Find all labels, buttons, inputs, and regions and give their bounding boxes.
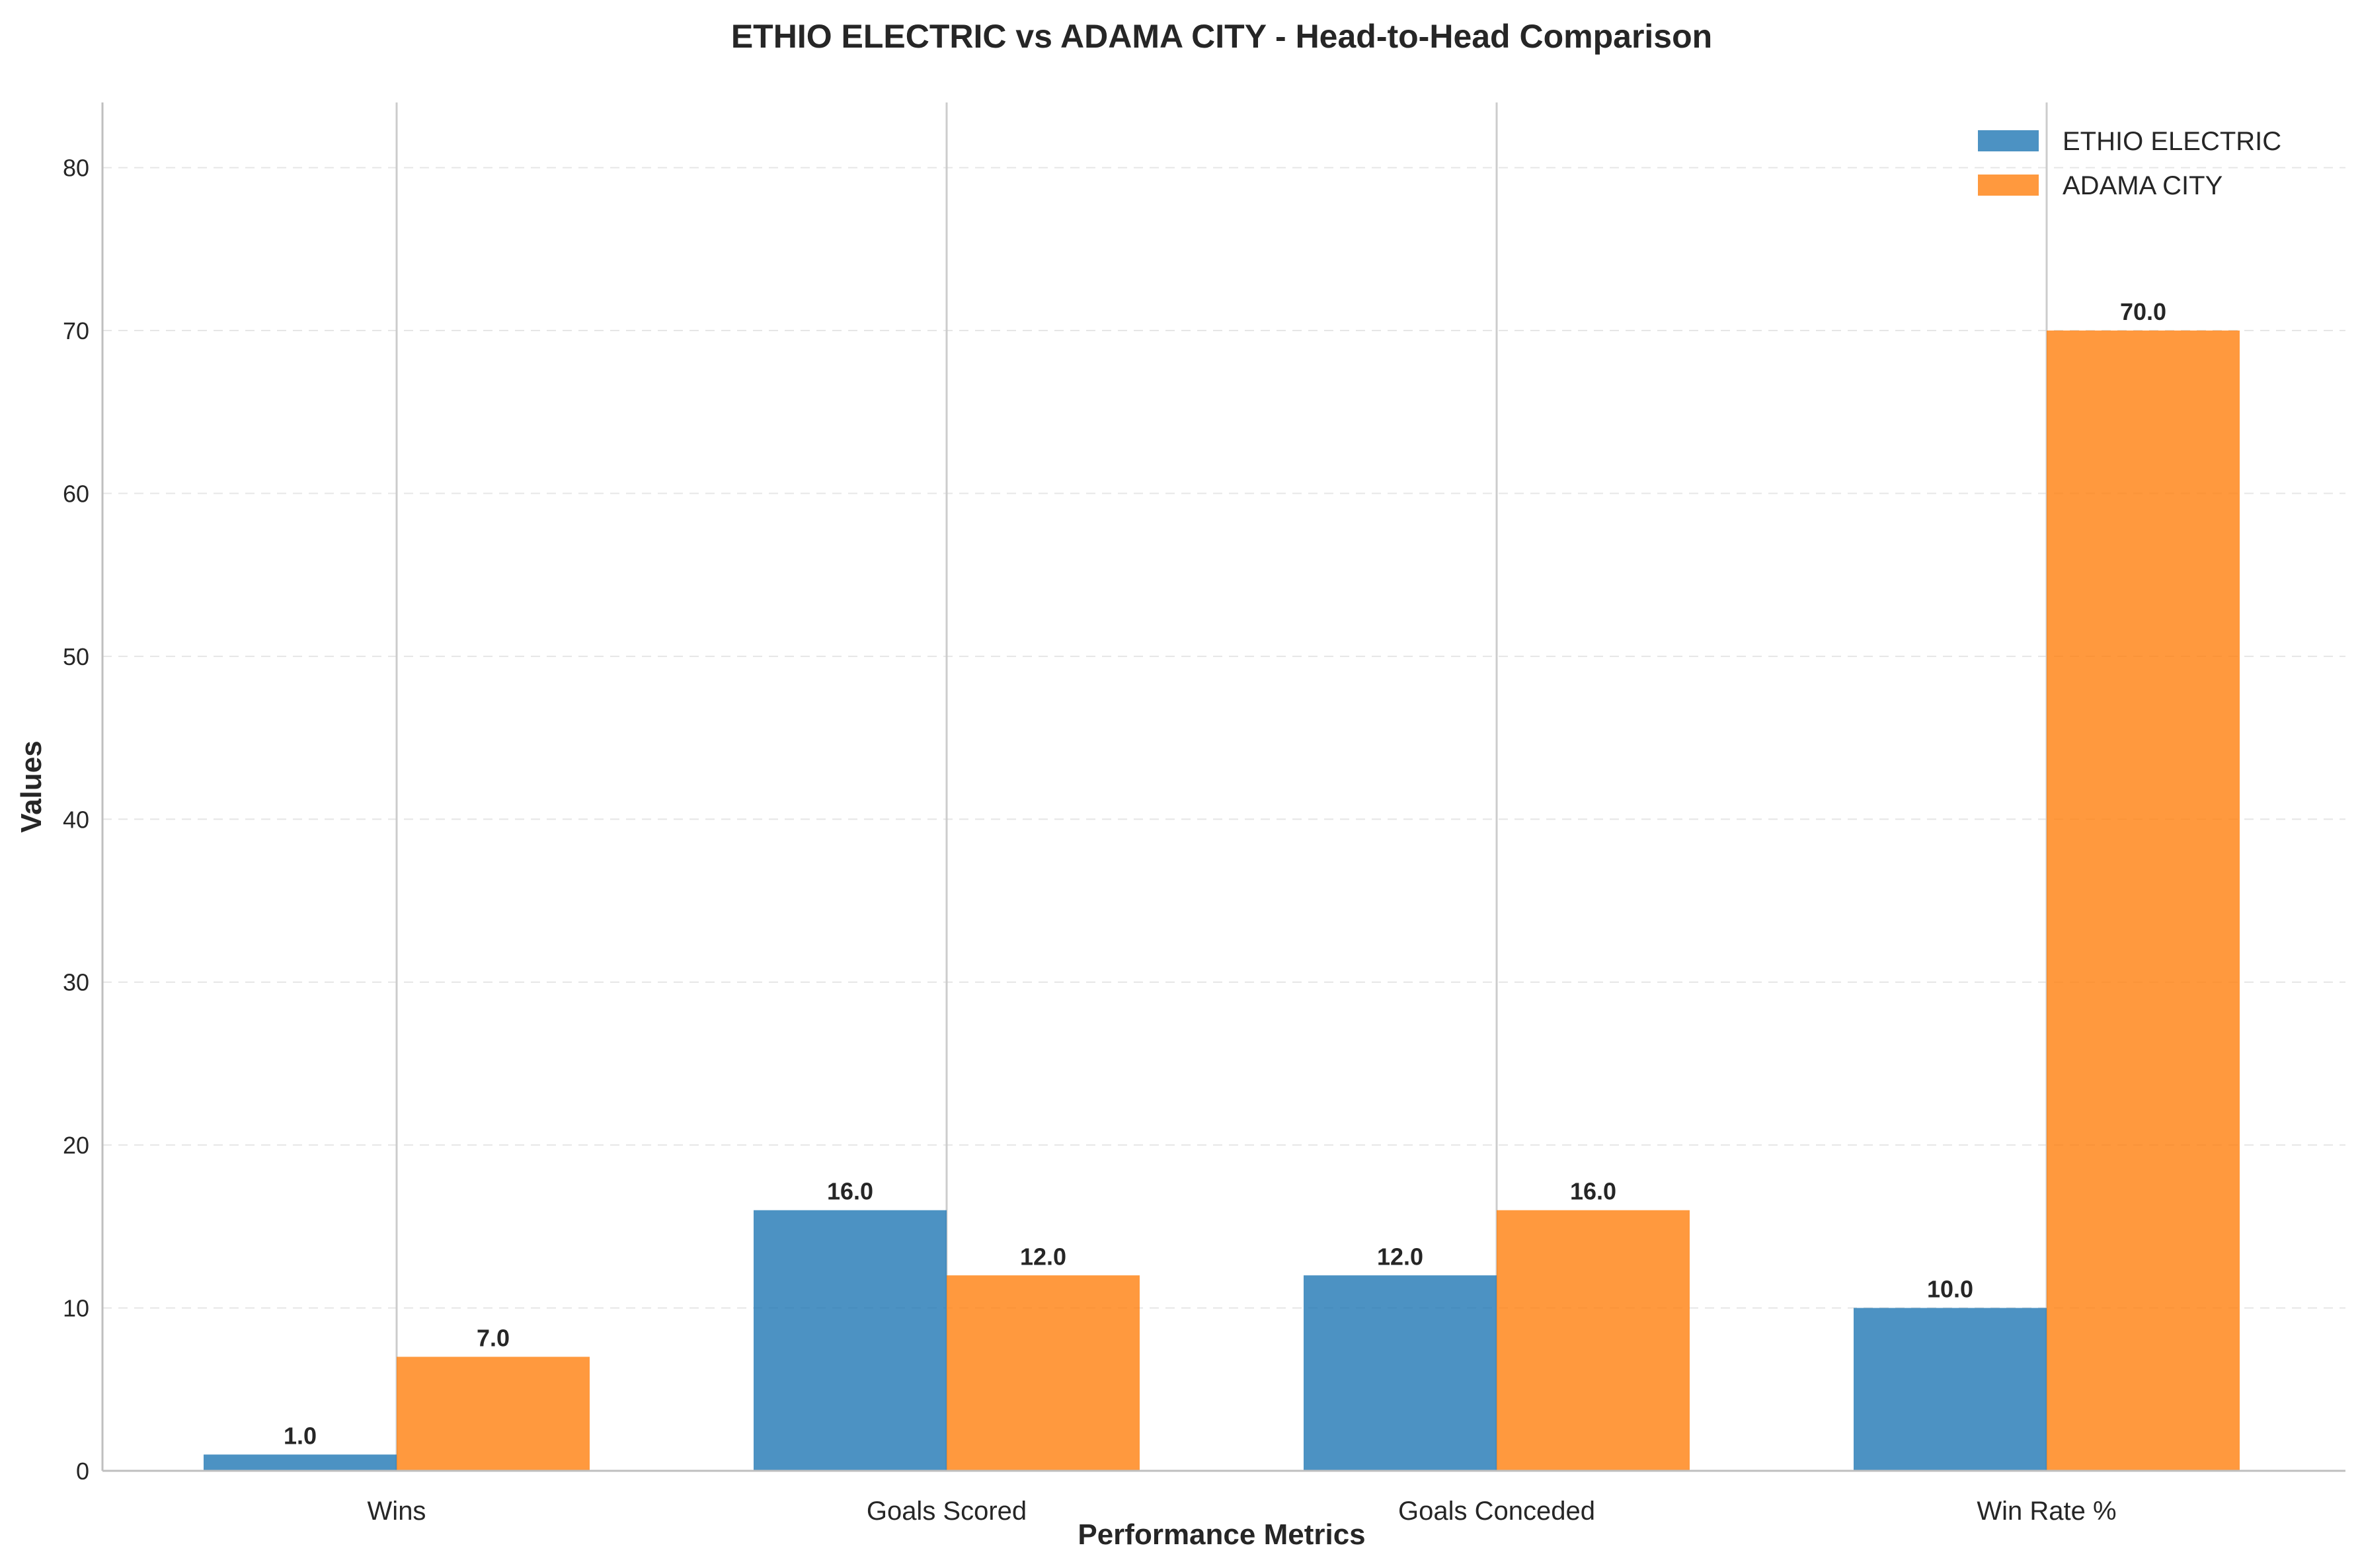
bar-adama-city (1497, 1210, 1690, 1471)
x-tick-label: Goals Conceded (1398, 1497, 1595, 1526)
x-tick-label: Goals Scored (867, 1497, 1027, 1526)
y-tick-label: 20 (63, 1132, 89, 1159)
x-tick-label: Win Rate % (1977, 1497, 2116, 1526)
legend: ETHIO ELECTRIC ADAMA CITY (1978, 127, 2281, 200)
bar-value-label: 10.0 (1927, 1276, 1973, 1303)
bars-layer (204, 331, 2240, 1471)
bar-ethio-electric (1304, 1275, 1497, 1471)
bar-value-label: 16.0 (827, 1178, 873, 1205)
y-tick-label: 60 (63, 480, 89, 507)
value-labels: 1.0 16.0 12.0 10.0 7.0 12.0 16.0 70.0 (284, 298, 2166, 1449)
bar-adama-city (947, 1275, 1140, 1471)
y-tick-labels: 0 10 20 30 40 50 60 70 80 (63, 155, 89, 1485)
legend-swatch (1978, 130, 2039, 151)
y-tick-label: 80 (63, 155, 89, 182)
y-tick-label: 40 (63, 806, 89, 833)
y-tick-label: 30 (63, 969, 89, 996)
bar-value-label: 70.0 (2120, 298, 2166, 325)
bar-value-label: 1.0 (284, 1422, 317, 1449)
bar-value-label: 16.0 (1570, 1178, 1616, 1205)
bar-adama-city (397, 1356, 590, 1471)
bar-ethio-electric (204, 1454, 397, 1471)
x-tick-labels: Wins Goals Scored Goals Conceded Win Rate % (368, 1497, 2117, 1526)
legend-swatch (1978, 175, 2039, 196)
bar-value-label: 12.0 (1020, 1243, 1066, 1270)
y-tick-label: 70 (63, 317, 89, 344)
legend-label: ETHIO ELECTRIC (2063, 127, 2281, 156)
x-axis-title: Performance Metrics (1078, 1518, 1365, 1551)
bar-value-label: 7.0 (477, 1325, 510, 1352)
grid-layer (102, 167, 2345, 1309)
y-tick-label: 50 (63, 643, 89, 670)
y-tick-label: 10 (63, 1295, 89, 1322)
x-tick-label: Wins (368, 1497, 426, 1526)
bar-ethio-electric (754, 1210, 947, 1471)
chart-title: ETHIO ELECTRIC vs ADAMA CITY - Head-to-H… (731, 18, 1712, 55)
y-axis-title: Values (15, 740, 48, 832)
y-tick-label: 0 (76, 1458, 89, 1485)
bar-ethio-electric (1854, 1308, 2047, 1471)
bar-adama-city (2047, 331, 2240, 1471)
bar-value-label: 12.0 (1377, 1243, 1423, 1270)
legend-label: ADAMA CITY (2063, 171, 2222, 200)
